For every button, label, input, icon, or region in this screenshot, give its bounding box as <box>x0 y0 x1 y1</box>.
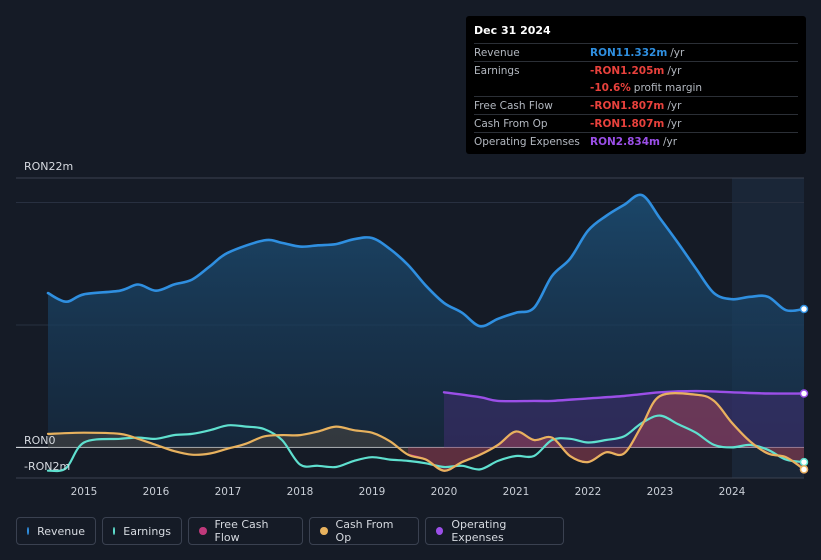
revenue-area <box>48 194 804 448</box>
y-label-top: RON22m <box>24 160 73 173</box>
tooltip-row-free-cash-flow: Free Cash Flow -RON1.807m /yr <box>474 97 798 115</box>
earnings-end-marker <box>799 457 809 467</box>
tooltip-label: Revenue <box>474 47 520 59</box>
tooltip-label: Earnings <box>474 65 520 77</box>
legend-dot-icon <box>199 527 207 535</box>
tooltip-unit: profit margin <box>633 82 703 94</box>
tooltip-unit: /yr <box>670 47 685 59</box>
legend-label: Revenue <box>37 524 85 538</box>
y-label-bottom: -RON2m <box>24 460 70 473</box>
tooltip-unit: /yr <box>667 65 682 77</box>
cash-from-op-area <box>48 393 804 471</box>
tooltip-value: -10.6% <box>590 82 631 94</box>
tooltip-row-earnings: Earnings -RON1.205m /yr <box>474 62 798 79</box>
x-tick-label: 2016 <box>143 486 170 498</box>
tooltip-value: -RON1.807m <box>590 118 665 130</box>
x-tick-label: 2017 <box>215 486 242 498</box>
legend-dot-icon <box>27 527 30 535</box>
tooltip-unit: /yr <box>667 100 682 112</box>
tooltip-row-cash-from-op: Cash From Op -RON1.807m /yr <box>474 115 798 133</box>
x-tick-label: 2024 <box>719 486 746 498</box>
legend-label: Earnings <box>123 524 171 538</box>
cash-from-op-end-marker <box>799 465 809 474</box>
legend-label: Free Cash Flow <box>214 518 269 544</box>
legend-item-free-cash-flow[interactable]: Free Cash Flow <box>188 517 303 545</box>
x-tick-label: 2022 <box>575 486 602 498</box>
free-cash-flow-area <box>408 393 804 471</box>
tooltip-label <box>474 82 590 94</box>
tooltip-value: RON2.834m <box>590 136 660 148</box>
legend-item-revenue[interactable]: Revenue <box>16 517 96 545</box>
operating-expenses-area <box>444 391 804 448</box>
x-tick-label: 2015 <box>71 486 98 498</box>
legend-label: Operating Expenses <box>451 518 507 544</box>
tooltip-row-profit-margin: -10.6% profit margin <box>474 79 798 97</box>
tooltip-label: Cash From Op <box>474 118 548 130</box>
legend-item-operating-expenses[interactable]: Operating Expenses <box>425 517 564 545</box>
cash-from-op-line <box>46 392 806 472</box>
tooltip-unit: /yr <box>667 118 682 130</box>
legend-label: Cash From Op <box>335 518 394 544</box>
tooltip-value: -RON1.807m <box>590 100 665 112</box>
revenue-end-marker <box>799 304 809 314</box>
legend-dot-icon <box>113 527 116 535</box>
y-label-zero: RON0 <box>24 434 56 447</box>
data-tooltip: Dec 31 2024 Revenue RON11.332m /yr Earni… <box>466 16 806 154</box>
x-tick-label: 2019 <box>359 486 386 498</box>
legend-dot-icon <box>436 527 444 535</box>
tooltip-value: RON11.332m <box>590 47 668 59</box>
x-tick-label: 2021 <box>503 486 530 498</box>
legend-item-earnings[interactable]: Earnings <box>102 517 182 545</box>
operating-expenses-end-marker <box>799 389 809 398</box>
tooltip-label: Operating Expenses <box>474 136 580 148</box>
operating-expenses-line <box>442 389 806 403</box>
x-tick-label: 2020 <box>431 486 458 498</box>
legend-dot-icon <box>320 527 328 535</box>
revenue-line <box>46 193 806 328</box>
x-tick-label: 2018 <box>287 486 314 498</box>
tooltip-label: Free Cash Flow <box>474 100 553 112</box>
tooltip-row-revenue: Revenue RON11.332m /yr <box>474 44 798 62</box>
tooltip-unit: /yr <box>662 136 678 148</box>
tooltip-date: Dec 31 2024 <box>474 24 798 44</box>
tooltip-value: -RON1.205m <box>590 65 665 77</box>
legend-item-cash-from-op[interactable]: Cash From Op <box>309 517 419 545</box>
tooltip-row-operating-expenses: Operating Expenses RON2.834m /yr <box>474 133 798 150</box>
x-tick-label: 2023 <box>647 486 674 498</box>
